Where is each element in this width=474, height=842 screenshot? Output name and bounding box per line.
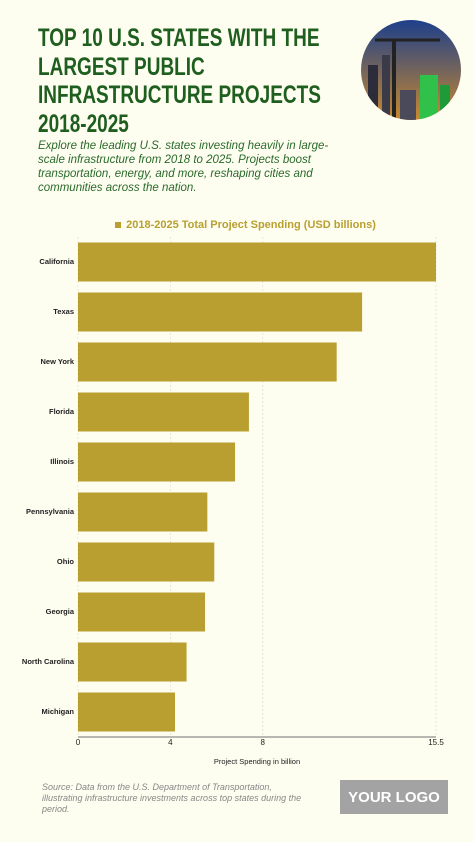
y-tick-label: Florida: [49, 407, 75, 416]
y-tick-label: Illinois: [50, 457, 74, 466]
x-tick-label: 4: [168, 738, 173, 747]
bar: [78, 492, 208, 532]
bar: [78, 642, 187, 682]
bar: [78, 292, 363, 332]
y-tick-label: Pennsylvania: [26, 507, 75, 516]
bar: [78, 242, 436, 282]
bar: [78, 392, 249, 432]
source: Source: Data from the U.S. Department of…: [42, 782, 302, 814]
logo: YOUR LOGO: [340, 780, 448, 814]
bar: [78, 542, 215, 582]
y-tick-label: Georgia: [46, 607, 75, 616]
bar: [78, 442, 236, 482]
x-tick-label: 15.5: [428, 738, 444, 747]
title: TOP 10 U.S. STATES WITH THE LARGEST PUBL…: [38, 24, 321, 138]
y-tick-label: Ohio: [57, 557, 74, 566]
y-tick-label: North Carolina: [22, 657, 75, 666]
x-axis-label: Project Spending in billion: [214, 757, 300, 766]
bar: [78, 592, 206, 632]
legend-label: 2018-2025 Total Project Spending (USD bi…: [126, 219, 376, 231]
bar: [78, 692, 176, 732]
x-tick-label: 0: [76, 738, 81, 747]
y-tick-label: Michigan: [41, 707, 74, 716]
y-tick-label: California: [39, 257, 74, 266]
bar: [78, 342, 337, 382]
header-image: [361, 20, 461, 120]
subtitle: Explore the leading U.S. states investin…: [38, 140, 329, 194]
y-tick-label: New York: [41, 357, 75, 366]
legend-swatch: [115, 222, 121, 228]
y-tick-label: Texas: [53, 307, 74, 316]
x-tick-label: 8: [261, 738, 266, 747]
